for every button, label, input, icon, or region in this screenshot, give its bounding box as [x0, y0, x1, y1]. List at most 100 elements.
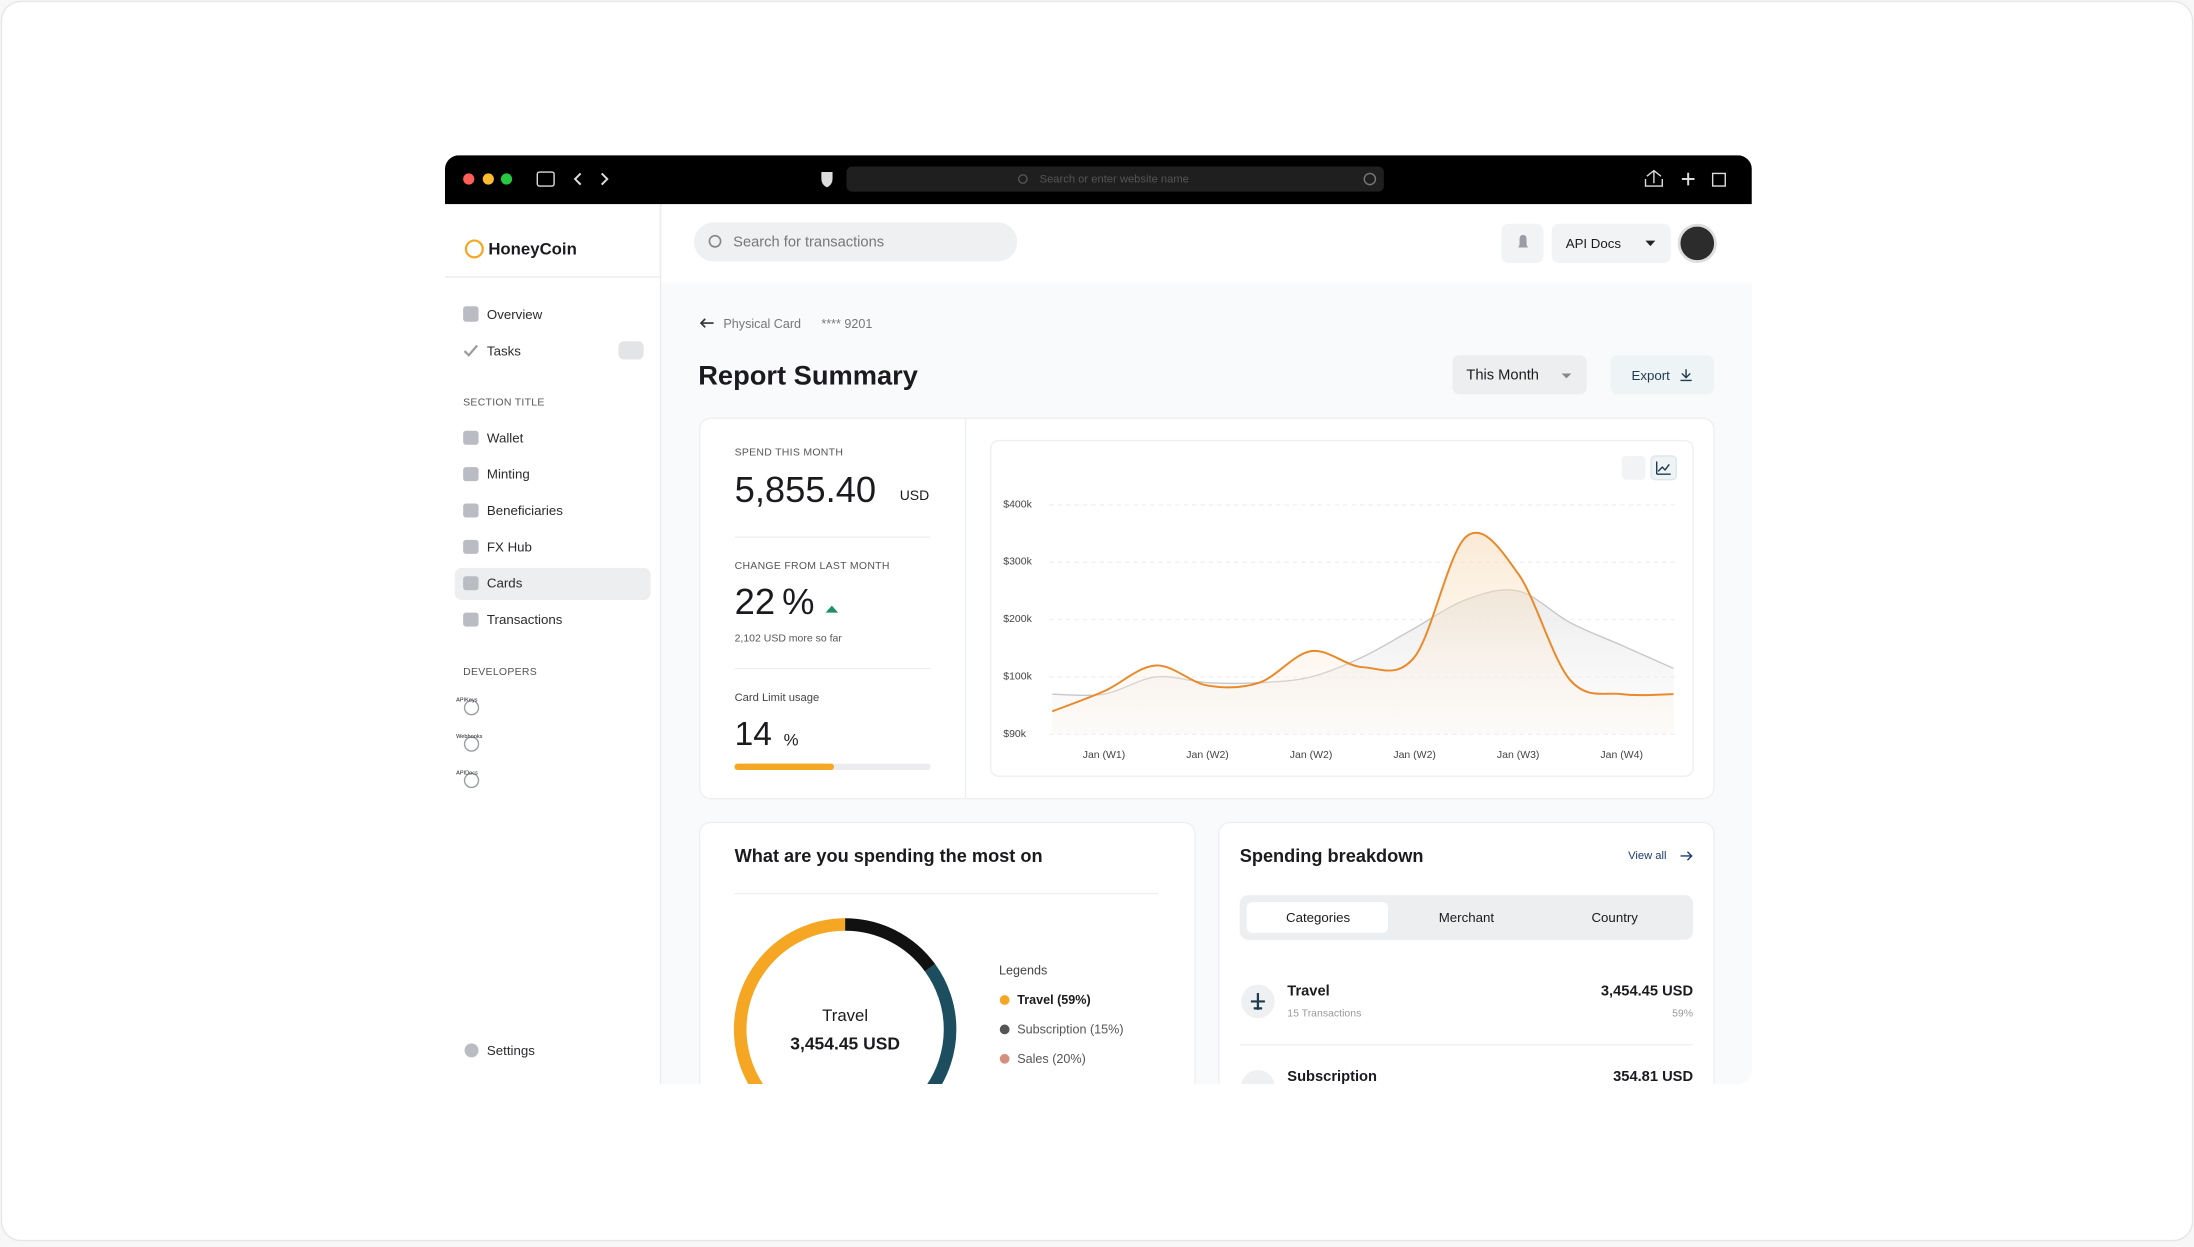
stat-value: 5,855.40 [735, 469, 877, 510]
tab[interactable]: Country [1591, 910, 1638, 925]
plane-icon [1250, 993, 1265, 1010]
nav-icon [463, 430, 479, 445]
page-title: Report Summary [698, 359, 919, 390]
export-button[interactable] [1610, 355, 1715, 395]
caret [1561, 373, 1572, 379]
bar-view-toggle[interactable] [1621, 455, 1646, 480]
legend-dot [999, 1024, 1010, 1035]
export-label: Export [1632, 368, 1671, 383]
y-tick-label: $300k [1003, 557, 1032, 568]
nav-item[interactable]: Beneficiaries [487, 503, 563, 518]
reload-icon[interactable] [1363, 172, 1377, 186]
y-tick-label: $90k [1003, 729, 1026, 740]
brand-logo [464, 239, 484, 259]
section-items: Wallet Minting Beneficiaries FX Hub Cards Tra… [463, 430, 563, 627]
search-box[interactable] [694, 222, 1018, 262]
minimize-dot[interactable] [482, 173, 494, 185]
category-icon [1241, 1069, 1275, 1084]
stat-value: 14 [735, 716, 772, 753]
donut-center-value: 3,454.45 USD [790, 1033, 900, 1053]
nav-icon [463, 612, 479, 627]
row-share: 59% [1672, 1009, 1693, 1020]
brand[interactable]: HoneyCoin [488, 239, 577, 258]
nav-icon [463, 306, 479, 322]
sidebar [444, 204, 661, 1084]
shield-icon [821, 172, 833, 188]
nav-icon [463, 467, 479, 482]
x-tick-label: Jan (W4) [1600, 750, 1643, 761]
nav-item[interactable]: Wallet [487, 430, 524, 445]
dev-item[interactable]: APIKeys [456, 698, 478, 704]
tasks-badge [618, 341, 644, 360]
progress-fill [734, 763, 834, 770]
legend-dot [999, 1053, 1010, 1064]
zoom-dot[interactable] [500, 173, 513, 185]
row-detail: 15 Transactions [1287, 1009, 1361, 1020]
stat-note: 2,102 USD more so far [735, 634, 843, 645]
nav-item[interactable]: Minting [487, 467, 530, 482]
row-amount: 3,454.45 USD [1601, 984, 1693, 1000]
share-icon[interactable] [1644, 169, 1663, 187]
breadcrumb-parent[interactable]: Physical Card [723, 317, 801, 331]
legend-dot [999, 995, 1010, 1005]
x-tick-label: Jan (W2) [1186, 750, 1229, 761]
search-icon [1017, 174, 1028, 184]
close-dot[interactable] [463, 173, 475, 185]
nav-item[interactable]: Overview [487, 307, 543, 322]
row-name: Subscription [1287, 1069, 1377, 1085]
row-amount: 354.81 USD [1613, 1069, 1693, 1085]
nav-item[interactable]: Tasks [487, 344, 521, 359]
card-title: Spending breakdown [1240, 846, 1424, 866]
x-tick-label: Jan (W3) [1497, 750, 1540, 761]
stat-label: Card Limit usage [735, 692, 820, 704]
period-label: This Month [1466, 368, 1539, 384]
bell-icon [1518, 234, 1528, 248]
stat-unit: % [782, 581, 814, 622]
x-tick-label: Jan (W2) [1290, 750, 1333, 761]
stat-unit: % [784, 730, 799, 749]
nav-icon [463, 344, 478, 357]
donut-chart: What are you spending the most on Travel 3… [733, 846, 1159, 1084]
nav-item[interactable]: Transactions [487, 612, 563, 627]
donut-center-label: Travel [822, 1006, 868, 1025]
nav-arrows[interactable] [573, 172, 609, 186]
legend-label[interactable]: Travel (59%) [1017, 993, 1090, 1007]
tab[interactable]: Categories [1286, 910, 1351, 925]
nav-item[interactable]: Cards [487, 576, 523, 591]
card-title: What are you spending the most on [735, 846, 1043, 866]
address-placeholder: Search or enter website name [1040, 174, 1189, 186]
tab[interactable]: Merchant [1439, 910, 1495, 925]
donut-card [698, 821, 1196, 1084]
back-arrow[interactable] [699, 318, 714, 328]
x-tick-label: Jan (W2) [1393, 750, 1436, 761]
settings-icon [464, 1043, 479, 1058]
line-chart: $90k $100k $200k $300k $400k Jan (W1) Jan (W2)… [1003, 499, 1680, 761]
breadcrumb-card: **** 9201 [821, 317, 872, 331]
dev-icon [463, 700, 480, 716]
arrow-icon [1680, 851, 1693, 861]
address-bar[interactable] [846, 166, 1384, 192]
donut-slice [844, 918, 936, 972]
nav-item[interactable]: FX Hub [487, 539, 532, 554]
stat-label: SPEND THIS MONTH [735, 448, 844, 459]
nav-item[interactable]: Settings [487, 1043, 535, 1058]
tabs-icon[interactable] [1711, 172, 1726, 187]
new-tab-icon[interactable] [1681, 172, 1695, 186]
legend-title: Legends [999, 964, 1047, 978]
avatar[interactable] [1677, 223, 1717, 263]
y-tick-label: $200k [1003, 614, 1032, 625]
search-placeholder: Search for transactions [733, 235, 884, 251]
period-select[interactable] [1452, 355, 1587, 395]
nav-icon [463, 539, 479, 554]
legend-label[interactable]: Sales (20%) [1017, 1052, 1086, 1066]
up-indicator [825, 605, 839, 613]
stat-value: 22 [735, 581, 775, 622]
dev-item[interactable]: APIDocs [456, 770, 478, 776]
dev-item[interactable]: Webhooks [456, 734, 482, 740]
legend-label[interactable]: Subscription (15%) [1017, 1022, 1123, 1036]
nav-icon [463, 576, 479, 591]
sidebar-toggle[interactable] [536, 171, 555, 187]
api-docs-button[interactable] [1551, 223, 1671, 263]
view-all-link[interactable]: View all [1628, 850, 1666, 862]
